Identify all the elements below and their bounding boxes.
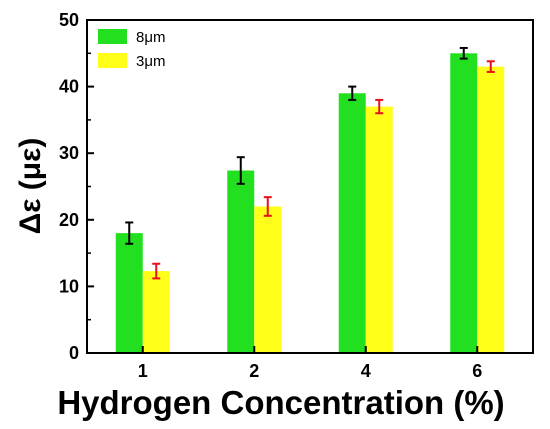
x-axis-title: Hydrogen Concentration (%)	[57, 384, 504, 421]
x-tick-label: 6	[472, 361, 482, 381]
bar-8um-1	[115, 233, 143, 353]
y-axis-title: Δε (με)	[14, 138, 47, 235]
error-bar-3um-2	[263, 196, 272, 217]
legend-swatch-3um	[98, 53, 127, 68]
x-axis: 1 2 4 6	[138, 346, 482, 381]
bar-8um-2	[227, 170, 255, 353]
bar-3um-6	[477, 66, 505, 354]
y-axis: 0 10 20 30 40 50	[59, 10, 94, 363]
legend-swatch-8um	[98, 29, 127, 44]
error-bar-8um-2	[236, 156, 245, 185]
error-bar-3um-6	[486, 60, 495, 73]
y-tick-label: 10	[59, 276, 79, 296]
plot-area	[115, 46, 505, 354]
y-tick-label: 50	[59, 10, 79, 30]
x-tick-label: 2	[249, 361, 259, 381]
legend-label-3um: 3μm	[136, 53, 165, 70]
bar-3um-1	[142, 271, 170, 353]
y-tick-label: 0	[69, 343, 79, 363]
legend-label-8um: 8μm	[136, 29, 165, 46]
y-tick-label: 30	[59, 143, 79, 163]
bar-3um-4	[365, 106, 393, 353]
error-bar-8um-1	[125, 221, 134, 245]
error-bar-8um-4	[348, 85, 357, 101]
error-bar-8um-6	[459, 46, 468, 60]
error-bar-3um-1	[152, 262, 161, 280]
error-bar-3um-4	[375, 98, 384, 115]
y-tick-label: 40	[59, 77, 79, 97]
x-tick-label: 1	[138, 361, 148, 381]
x-tick-label: 4	[361, 361, 371, 381]
bar-3um-2	[254, 206, 282, 353]
bar-8um-4	[338, 93, 366, 353]
legend: 8μm 3μm	[98, 29, 165, 70]
y-tick-label: 20	[59, 210, 79, 230]
bar-8um-6	[450, 53, 478, 354]
